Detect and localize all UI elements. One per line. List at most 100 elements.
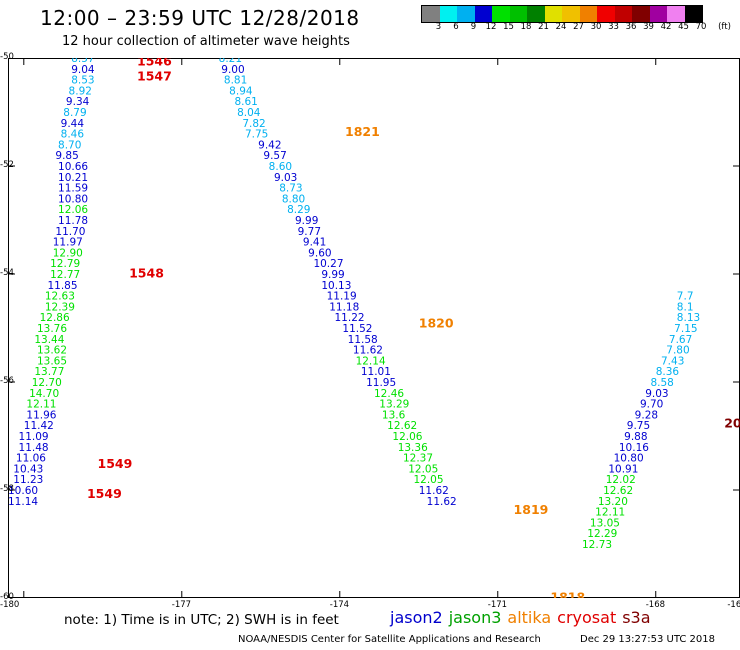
swh-value: 10.66 (58, 161, 88, 173)
swh-value: 12.46 (374, 388, 404, 400)
swh-value: 9.42 (258, 139, 281, 151)
swh-value: 13.05 (590, 517, 620, 529)
color-scale-label: 3 (435, 22, 442, 32)
swh-value: 11.06 (16, 453, 46, 465)
color-scale-label: 27 (573, 22, 584, 32)
swh-value: 12.90 (53, 247, 83, 259)
swh-value: 7.80 (666, 345, 689, 357)
swh-value: 11.62 (353, 345, 383, 357)
color-swatch (649, 6, 667, 22)
swh-value: 8.53 (71, 75, 94, 87)
swh-value: 13.77 (34, 366, 64, 378)
swh-value: 8.29 (287, 204, 310, 216)
legend-entry-jason2: jason2 (390, 608, 443, 627)
color-scale-label: 15 (503, 22, 514, 32)
longitude-label: -168 (645, 600, 666, 610)
color-scale-label: 6 (453, 22, 459, 32)
swh-value: 7.15 (674, 323, 697, 335)
color-scale-label: 12 (485, 22, 497, 32)
swh-value: 11.09 (19, 431, 49, 443)
swh-value: 10.91 (608, 463, 638, 475)
swh-value: 12.63 (45, 291, 75, 303)
page-subtitle: 12 hour collection of altimeter wave hei… (62, 34, 350, 49)
swh-value: 9.41 (303, 237, 326, 249)
color-swatch (667, 6, 685, 22)
swh-value: 13.29 (379, 399, 409, 411)
swh-value: 7.7 (677, 291, 694, 303)
pass-number-label: 1819 (514, 502, 549, 517)
swh-value: 11.59 (58, 183, 88, 195)
latitude-label: -58 (0, 484, 14, 494)
swh-value: 9.03 (274, 172, 297, 184)
swh-value: 13.6 (382, 409, 406, 421)
swh-value: 7.75 (245, 129, 268, 141)
color-scale-label: 18 (520, 22, 532, 32)
color-swatch (474, 6, 492, 22)
swh-value: 12.05 (408, 463, 438, 475)
wave-height-map[interactable]: 8.57 9.04 8.53 8.92 9.34 8.79 9.44 8.46 8.70 9.85… (8, 58, 740, 598)
swh-value: 9.77 (298, 226, 321, 238)
swh-value: 11.58 (348, 334, 378, 346)
swh-value: 7.82 (242, 118, 265, 130)
map-canvas: 8.579.048.538.929.348.799.448.468.709.85… (8, 58, 740, 598)
swh-value: 8.94 (229, 85, 253, 97)
swh-value: 10.80 (614, 453, 644, 465)
swh-value: 9.28 (635, 409, 658, 421)
color-swatch (439, 6, 457, 22)
swh-value: 8.21 (219, 58, 242, 65)
swh-value: 10.80 (58, 193, 88, 205)
swh-value: 12.06 (58, 204, 88, 216)
swh-value: 8.73 (279, 183, 302, 195)
swh-value: 11.42 (24, 420, 54, 432)
swh-value: 9.44 (61, 118, 85, 130)
swh-value: 11.78 (58, 215, 88, 227)
swh-value: 8.36 (656, 366, 680, 378)
swh-value: 12.73 (582, 539, 612, 551)
swh-value: 11.18 (329, 301, 359, 313)
swh-value: 10.21 (58, 172, 88, 184)
color-scale-label: 70 (695, 22, 707, 32)
swh-value: 11.23 (13, 474, 43, 486)
swh-value: 11.01 (361, 366, 391, 378)
color-scale-label: 9 (470, 22, 477, 32)
swh-value: 8.81 (224, 75, 247, 87)
swh-value: 8.46 (61, 129, 85, 141)
longitude-label: -16 (727, 600, 740, 610)
swh-value: 9.00 (221, 64, 244, 76)
swh-value: 9.34 (66, 96, 90, 108)
color-scale-label: 36 (625, 22, 637, 32)
swh-value: 8.1 (677, 301, 694, 313)
legend-entry-s3a: s3a (622, 608, 651, 627)
color-scale-label: 45 (678, 22, 689, 32)
color-swatch (684, 6, 702, 22)
swh-value: 11.14 (8, 496, 38, 508)
generation-timestamp: Dec 29 13:27:53 UTC 2018 (580, 634, 715, 645)
color-swatch (614, 6, 632, 22)
swh-value: 9.75 (627, 420, 650, 432)
color-swatch (422, 6, 440, 22)
swh-value: 12.29 (587, 528, 617, 540)
swh-value: 13.44 (34, 334, 64, 346)
swh-value: 8.92 (69, 85, 92, 97)
longitude-label: -174 (329, 600, 350, 610)
swh-value: 12.39 (45, 301, 75, 313)
pass-number-label: 1549 (87, 486, 122, 501)
swh-value: 11.96 (26, 409, 56, 421)
swh-value: 12.11 (595, 507, 625, 519)
pass-number-label: 1546 (137, 58, 172, 69)
swh-value: 10.13 (321, 280, 351, 292)
swh-value: 12.62 (603, 485, 633, 497)
swh-value: 11.70 (55, 226, 85, 238)
map-frame (8, 58, 740, 598)
longitude-label: -177 (171, 600, 192, 610)
latitude-label: -50 (0, 52, 14, 62)
pass-number-label: 1547 (137, 68, 172, 83)
pass-number-label: 1548 (129, 265, 164, 280)
swh-value: 11.22 (335, 312, 365, 324)
color-scale-label: 39 (643, 22, 654, 32)
swh-value: 12.06 (392, 431, 422, 443)
swh-value: 11.52 (342, 323, 372, 335)
swh-value: 12.86 (40, 312, 70, 324)
color-scale-label: 30 (590, 22, 602, 32)
swh-value: 8.60 (269, 161, 292, 173)
